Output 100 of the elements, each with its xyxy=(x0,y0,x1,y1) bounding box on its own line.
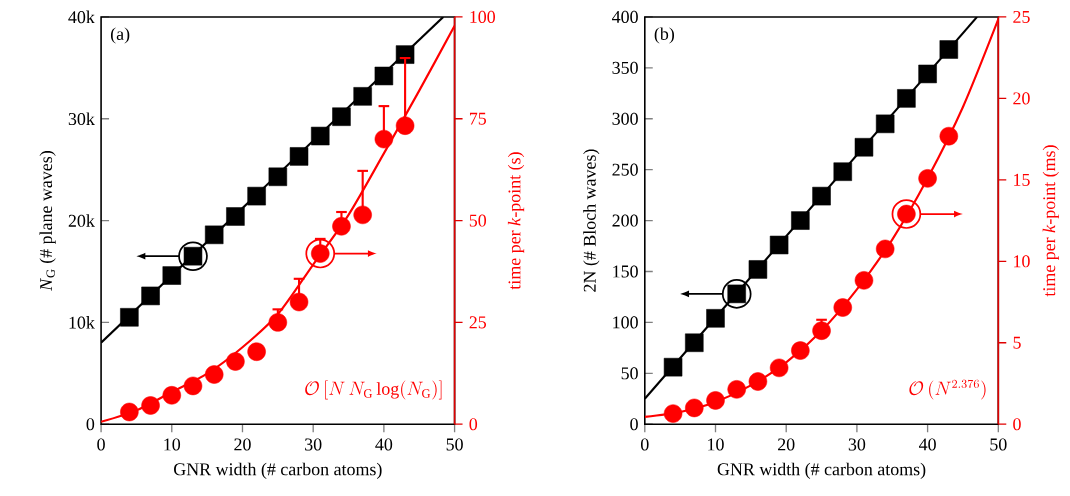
point xyxy=(268,167,288,187)
y-tick-label: 40k xyxy=(68,10,95,24)
point xyxy=(663,404,683,423)
point xyxy=(791,211,810,230)
y2-axis-title: time per k-point (s) xyxy=(507,152,525,290)
y-tick-label: 10k xyxy=(69,316,95,329)
point xyxy=(120,402,139,422)
point xyxy=(791,341,810,360)
point xyxy=(204,225,224,245)
point xyxy=(939,40,959,59)
point xyxy=(353,87,372,106)
point xyxy=(875,239,895,259)
y2-tick-label: 50 xyxy=(469,214,487,227)
annotation: $\mathcal{O}\left[N\,N_{\mathrm{G}}\log(N_{\mathrm{G}})\right]$ xyxy=(305,380,442,400)
point xyxy=(183,376,203,396)
point xyxy=(374,129,394,149)
x-tick-label: 40 xyxy=(918,438,936,451)
point xyxy=(141,396,160,415)
point xyxy=(395,116,415,135)
point xyxy=(332,217,351,236)
x-tick-label: 30 xyxy=(305,438,322,451)
point xyxy=(226,207,245,226)
point xyxy=(374,66,394,86)
x-tick-label: 50 xyxy=(990,438,1007,451)
y-tick-label: 0 xyxy=(630,418,638,431)
point xyxy=(120,308,139,327)
y2-tick-label: 25 xyxy=(1013,10,1030,23)
x-tick-label: 10 xyxy=(708,438,724,451)
point xyxy=(706,309,725,328)
x-axis-title: GNR width (# carbon atoms) xyxy=(717,462,926,480)
point xyxy=(875,114,895,134)
point xyxy=(268,313,288,332)
point xyxy=(204,365,224,384)
point xyxy=(918,169,937,188)
y-tick-label: 350 xyxy=(612,61,638,74)
point xyxy=(395,45,415,64)
point xyxy=(748,372,768,391)
point xyxy=(332,107,351,126)
y-axis-title: N$_{G}$ (# plane waves) xyxy=(39,151,56,291)
y-tick-label: 150 xyxy=(613,265,638,278)
x-tick-label: 20 xyxy=(234,438,251,451)
annotation: $\mathcal{O}\left(N^{2.376}\right)$ xyxy=(909,379,986,400)
y2-tick-label: 0 xyxy=(1013,418,1021,431)
y-tick-label: 50 xyxy=(621,367,638,380)
y2-tick-label: 75 xyxy=(469,112,487,125)
point xyxy=(748,260,768,279)
point xyxy=(141,286,160,306)
point xyxy=(226,352,245,371)
x-axis-title: GNR width (# carbon atoms) xyxy=(174,462,382,480)
y-tick-label: 0 xyxy=(86,418,95,431)
point xyxy=(833,162,852,181)
point xyxy=(706,391,725,410)
x-tick-label: 30 xyxy=(848,438,866,451)
y-axis-title: 2N (# Bloch waves) xyxy=(583,149,600,292)
point xyxy=(685,333,704,353)
point xyxy=(663,358,683,377)
x-tick-label: 40 xyxy=(375,438,393,451)
y-tick-label: 20k xyxy=(68,214,95,227)
point xyxy=(812,186,831,206)
y-tick-label: 250 xyxy=(612,163,638,176)
point xyxy=(353,205,372,225)
point xyxy=(289,292,309,312)
y2-tick-label: 20 xyxy=(1013,92,1030,105)
point xyxy=(247,342,266,361)
y2-tick-label: 0 xyxy=(469,418,478,431)
y2-tick-label: 25 xyxy=(469,316,487,329)
x-tick-label: 0 xyxy=(97,438,105,451)
annotation: (b) xyxy=(654,27,675,44)
annotation: (a) xyxy=(110,27,130,44)
point xyxy=(939,126,959,146)
y-tick-label: 300 xyxy=(612,112,638,125)
point xyxy=(289,147,309,166)
y2-tick-label: 15 xyxy=(1014,173,1030,186)
point xyxy=(162,386,182,405)
x-tick-label: 50 xyxy=(446,438,463,451)
y2-tick-label: 100 xyxy=(470,10,496,23)
x-tick-label: 10 xyxy=(164,438,181,451)
point xyxy=(311,126,330,146)
y2-axis-title: time per k-point (ms) xyxy=(1042,145,1059,297)
point xyxy=(918,64,937,84)
x-tick-label: 0 xyxy=(641,438,649,451)
line-series xyxy=(101,24,455,423)
point xyxy=(769,358,789,378)
point xyxy=(247,186,266,206)
point xyxy=(833,298,852,317)
point xyxy=(727,380,746,399)
y2-tick-label: 10 xyxy=(1014,255,1030,268)
point xyxy=(854,138,874,157)
x-tick-label: 20 xyxy=(778,438,795,451)
y-tick-label: 400 xyxy=(612,10,638,24)
y-tick-label: 100 xyxy=(613,316,638,329)
point xyxy=(812,321,831,340)
point xyxy=(685,398,704,418)
point xyxy=(162,266,182,285)
y-tick-label: 30k xyxy=(68,112,95,126)
point xyxy=(854,271,874,290)
point xyxy=(769,235,789,255)
y2-tick-label: 5 xyxy=(1013,336,1021,349)
y-tick-label: 200 xyxy=(612,214,638,227)
point xyxy=(897,89,916,108)
